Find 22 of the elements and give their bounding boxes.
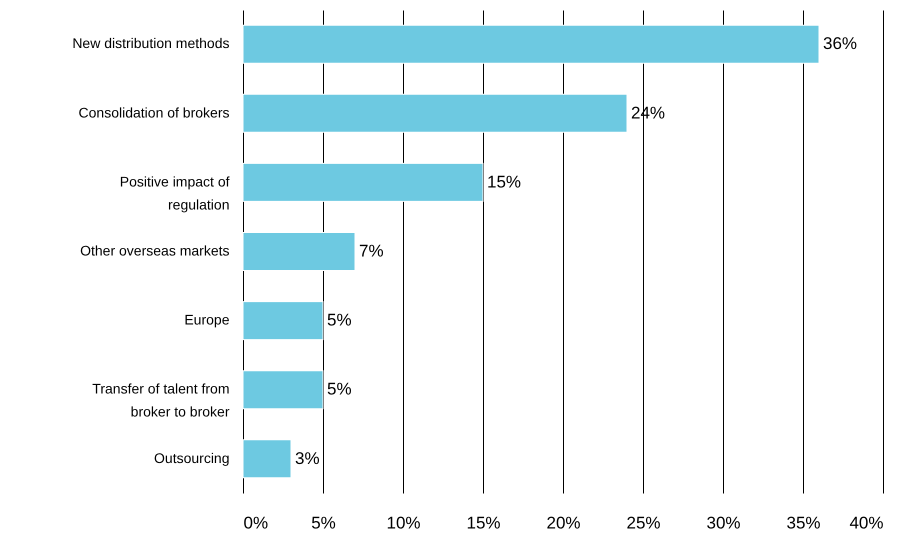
x-tick-label: 35% [786,514,821,532]
data-label: 36% [823,34,858,54]
data-label: 5% [327,380,352,399]
y-tick-label: Consolidation of brokers [78,104,230,120]
x-tick-label: 10% [386,514,421,532]
x-tick-label: 0% [244,514,268,532]
y-tick-label: Europe [184,312,230,328]
x-tick-label: 30% [706,514,741,532]
x-tick-label: 20% [546,514,581,532]
y-tick-label: New distribution methods [72,35,230,52]
data-label: 15% [487,172,522,192]
x-tick-label: 15% [466,514,501,532]
x-tick-label: 5% [311,514,336,532]
data-label: 7% [359,242,384,260]
x-tick-label: 25% [626,514,661,532]
y-tick-label: Transfer of talent from broker to broker [92,380,230,420]
data-label: 5% [327,310,352,330]
x-tick-label: 40% [849,514,884,532]
y-tick-label: Positive impact of regulation [120,173,230,212]
y-tick-label: Other overseas markets [80,242,230,258]
y-tick-label: Outsourcing [154,450,230,466]
data-label: 3% [295,448,320,468]
